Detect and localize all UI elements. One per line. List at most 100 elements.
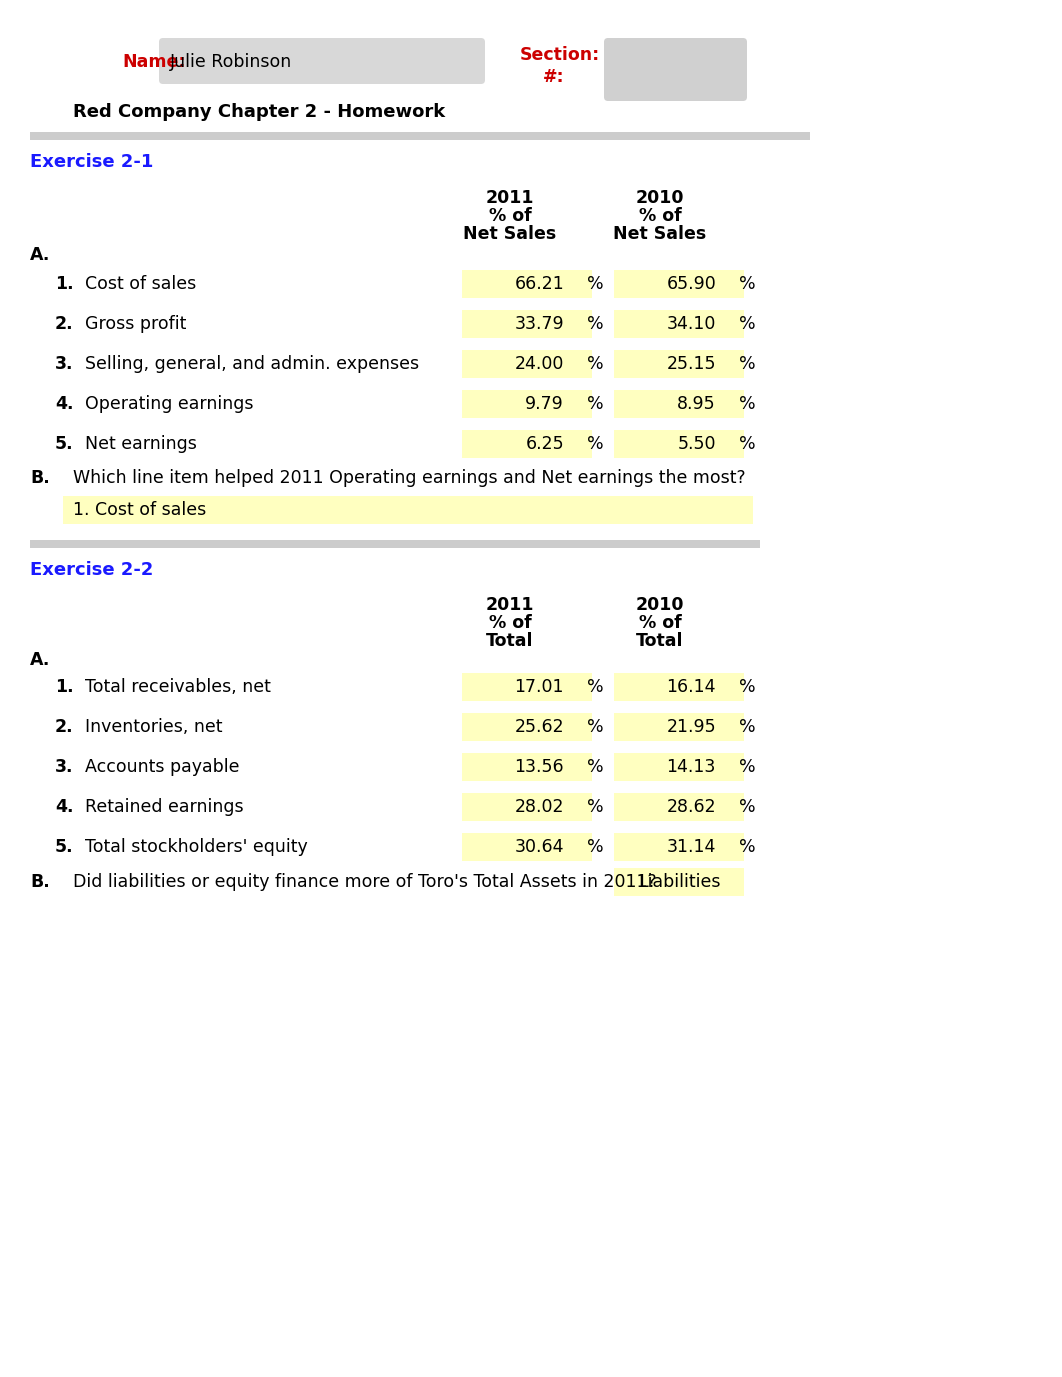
Text: 14.13: 14.13 <box>667 757 716 777</box>
Text: %: % <box>587 757 603 777</box>
Text: %: % <box>739 717 756 735</box>
Text: %: % <box>587 839 603 856</box>
Bar <box>614 753 744 781</box>
Text: % of: % of <box>489 614 531 632</box>
FancyBboxPatch shape <box>604 39 747 101</box>
Bar <box>614 310 744 337</box>
Bar <box>462 430 592 459</box>
Bar <box>462 833 592 861</box>
Text: 9.79: 9.79 <box>526 395 564 413</box>
Text: 2.: 2. <box>55 717 73 735</box>
Text: 28.02: 28.02 <box>514 799 564 817</box>
Text: Total stockholders' equity: Total stockholders' equity <box>85 839 308 856</box>
FancyBboxPatch shape <box>159 39 485 84</box>
Text: #:: #: <box>543 67 565 85</box>
Text: Net earnings: Net earnings <box>85 435 196 453</box>
Text: A.: A. <box>30 651 50 669</box>
Text: 25.15: 25.15 <box>667 355 716 373</box>
Text: Did liabilities or equity finance more of Toro's Total Assets in 2011?: Did liabilities or equity finance more o… <box>73 873 656 891</box>
Text: Julie Robinson: Julie Robinson <box>170 52 292 72</box>
Bar <box>462 270 592 297</box>
Text: 21.95: 21.95 <box>666 717 716 735</box>
Text: B.: B. <box>30 470 50 487</box>
Bar <box>614 390 744 419</box>
Text: B.: B. <box>30 873 50 891</box>
Text: Total: Total <box>636 632 684 650</box>
Text: Exercise 2-1: Exercise 2-1 <box>30 153 153 171</box>
Bar <box>462 673 592 701</box>
Text: 4.: 4. <box>55 395 73 413</box>
Text: %: % <box>739 435 756 453</box>
Text: Gross profit: Gross profit <box>85 315 186 333</box>
Text: Total: Total <box>486 632 534 650</box>
Text: %: % <box>739 395 756 413</box>
Bar <box>462 310 592 337</box>
Text: 6.25: 6.25 <box>526 435 564 453</box>
Bar <box>614 713 744 741</box>
Text: A.: A. <box>30 246 50 264</box>
Text: 1.: 1. <box>55 275 73 293</box>
Text: %: % <box>739 275 756 293</box>
Text: %: % <box>587 799 603 817</box>
Text: 5.: 5. <box>55 839 73 856</box>
Bar <box>30 540 760 548</box>
Text: 25.62: 25.62 <box>514 717 564 735</box>
Text: 3.: 3. <box>55 355 73 373</box>
Bar <box>614 430 744 459</box>
Bar <box>462 390 592 419</box>
Text: 33.79: 33.79 <box>514 315 564 333</box>
Bar <box>462 753 592 781</box>
Text: Liabilities: Liabilities <box>638 873 720 891</box>
Text: % of: % of <box>638 614 682 632</box>
Text: % of: % of <box>489 207 531 224</box>
Text: %: % <box>587 275 603 293</box>
Text: Which line item helped 2011 Operating earnings and Net earnings the most?: Which line item helped 2011 Operating ea… <box>73 470 746 487</box>
Text: Section:: Section: <box>520 45 600 63</box>
Text: Selling, general, and admin. expenses: Selling, general, and admin. expenses <box>85 355 419 373</box>
Text: 30.64: 30.64 <box>514 839 564 856</box>
Text: Name:: Name: <box>122 52 186 72</box>
Text: 2.: 2. <box>55 315 73 333</box>
Bar <box>614 270 744 297</box>
Text: %: % <box>739 839 756 856</box>
Bar <box>614 833 744 861</box>
Text: %: % <box>739 677 756 695</box>
Text: %: % <box>587 435 603 453</box>
Bar <box>462 793 592 821</box>
Text: 2010: 2010 <box>636 189 684 207</box>
Text: 1.: 1. <box>55 677 73 695</box>
Text: Retained earnings: Retained earnings <box>85 799 243 817</box>
Text: %: % <box>587 315 603 333</box>
Text: Inventories, net: Inventories, net <box>85 717 223 735</box>
Text: Red Company Chapter 2 - Homework: Red Company Chapter 2 - Homework <box>73 103 445 121</box>
Text: 24.00: 24.00 <box>515 355 564 373</box>
Bar <box>462 350 592 379</box>
Text: 17.01: 17.01 <box>514 677 564 695</box>
Bar <box>614 868 744 896</box>
Bar <box>614 673 744 701</box>
Text: %: % <box>739 355 756 373</box>
Text: Operating earnings: Operating earnings <box>85 395 254 413</box>
Text: %: % <box>587 717 603 735</box>
Bar <box>63 496 753 525</box>
Text: Net Sales: Net Sales <box>463 224 556 242</box>
Text: 5.50: 5.50 <box>678 435 716 453</box>
Text: %: % <box>739 757 756 777</box>
Text: %: % <box>587 395 603 413</box>
Bar <box>614 350 744 379</box>
Text: 34.10: 34.10 <box>667 315 716 333</box>
Text: %: % <box>739 315 756 333</box>
Bar <box>614 793 744 821</box>
Text: % of: % of <box>638 207 682 224</box>
Text: 2011: 2011 <box>485 596 534 614</box>
Text: 3.: 3. <box>55 757 73 777</box>
Text: 28.62: 28.62 <box>666 799 716 817</box>
Text: %: % <box>587 355 603 373</box>
Text: Net Sales: Net Sales <box>614 224 706 242</box>
Text: 4.: 4. <box>55 799 73 817</box>
Text: 2010: 2010 <box>636 596 684 614</box>
Text: Accounts payable: Accounts payable <box>85 757 240 777</box>
Text: %: % <box>739 799 756 817</box>
Text: Exercise 2-2: Exercise 2-2 <box>30 560 153 578</box>
Text: 65.90: 65.90 <box>666 275 716 293</box>
